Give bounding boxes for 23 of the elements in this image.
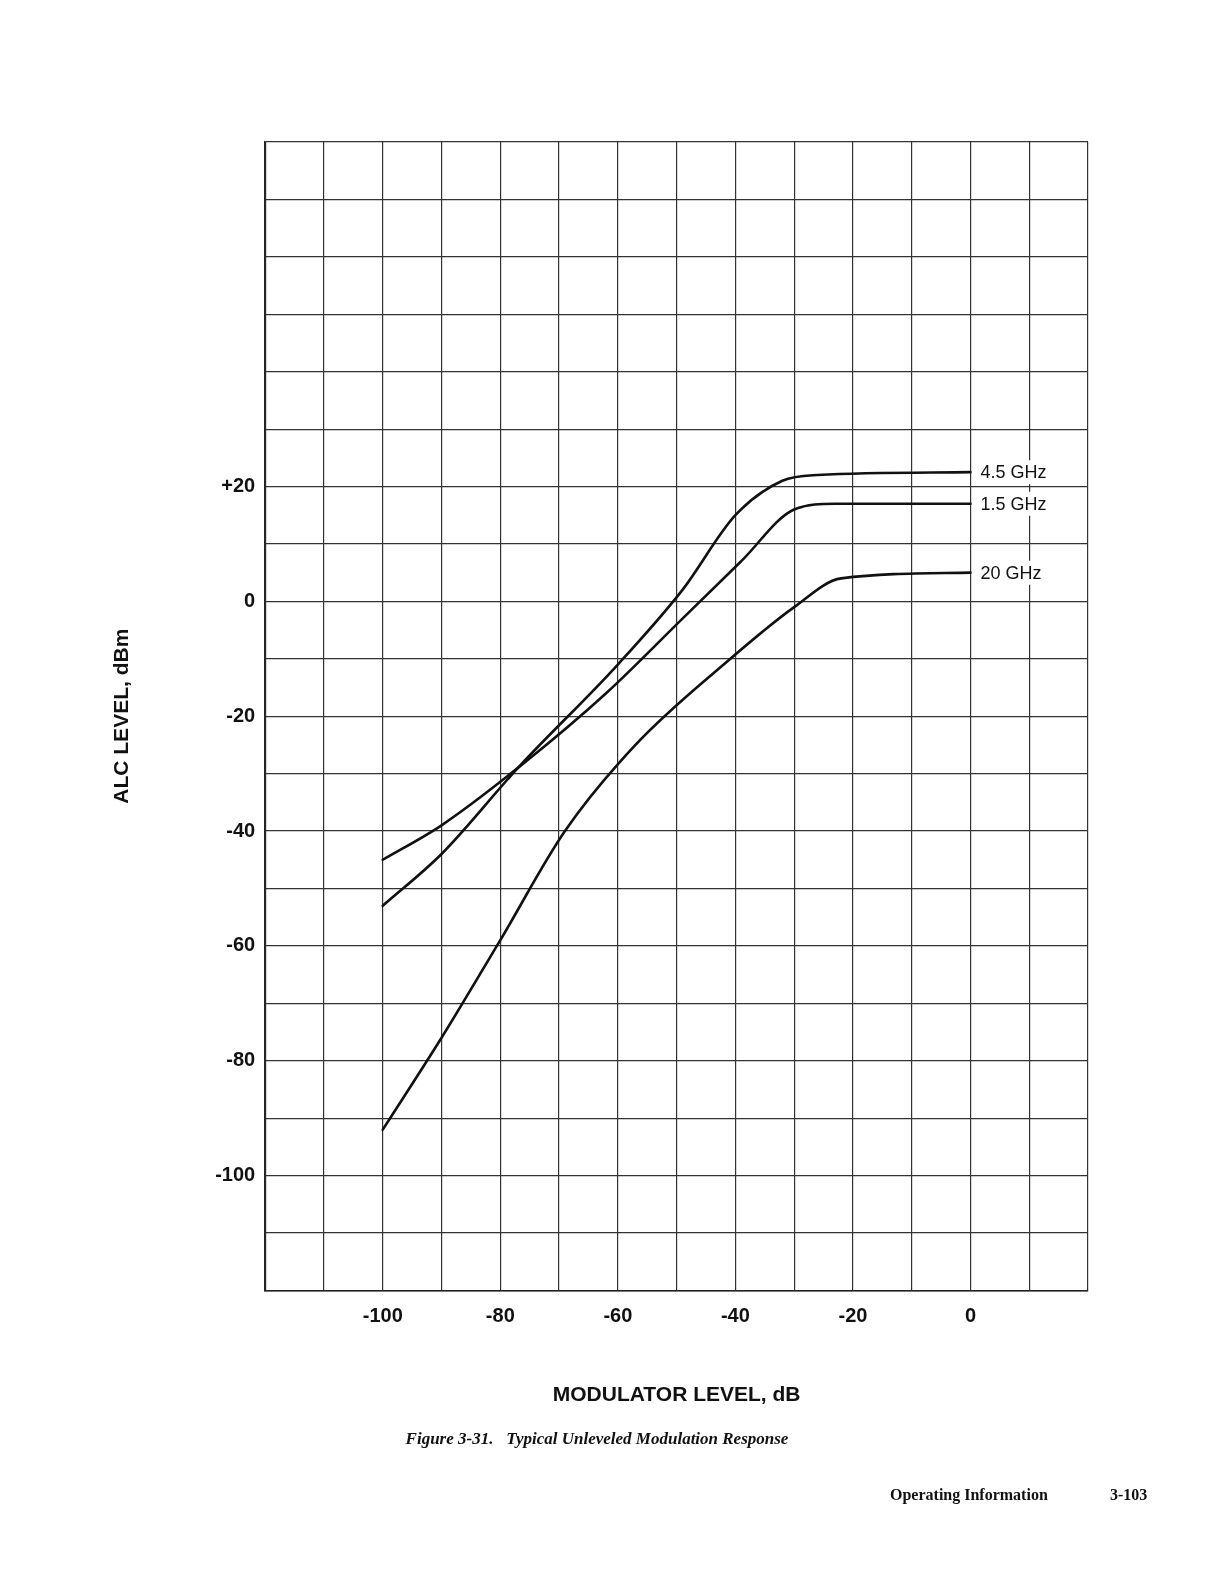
series-label: 20 GHz — [980, 562, 1042, 583]
line-series — [381, 571, 972, 1131]
x-tick-label: -100 — [362, 1303, 403, 1326]
x-tick-label: -40 — [720, 1303, 750, 1326]
text: 3-103 — [1110, 1486, 1148, 1504]
y-tick-label: -60 — [226, 933, 256, 956]
line-series — [381, 470, 972, 907]
text: Figure 3-31. Typical Unleveled Modulation Response — [404, 1429, 789, 1449]
x-tick-label: -80 — [485, 1303, 515, 1326]
y-tick-label: -40 — [226, 818, 256, 841]
y-axis-title: ALC LEVEL, dBm — [109, 628, 133, 804]
y-tick-label: -80 — [226, 1048, 256, 1071]
x-axis-title: MODULATOR LEVEL, dB — [552, 1381, 801, 1405]
y-tick-label: -20 — [226, 703, 256, 726]
y-tick-label: 0 — [244, 588, 256, 611]
y-tick-label: -100 — [215, 1163, 256, 1186]
y-tick-label: +20 — [221, 474, 256, 497]
text: Operating Information — [890, 1486, 1048, 1504]
series-label: 1.5 GHz — [980, 493, 1047, 514]
x-tick-label: -20 — [838, 1303, 868, 1326]
series-label: 4.5 GHz — [980, 462, 1047, 483]
x-tick-label: -60 — [603, 1303, 633, 1326]
x-tick-label: 0 — [964, 1303, 977, 1326]
